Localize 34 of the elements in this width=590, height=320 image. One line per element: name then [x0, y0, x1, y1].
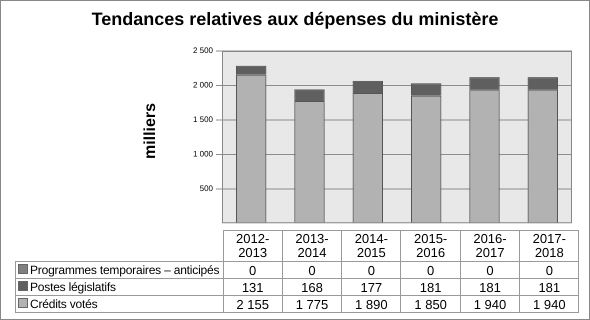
data-label: 1 940	[460, 296, 520, 312]
data-label: 0	[400, 262, 460, 278]
data-label: 1 890	[342, 296, 401, 312]
x-tick-label: 2016-2017	[472, 231, 508, 260]
y-tick-label: 500	[200, 184, 214, 193]
legend-label: Programmes temporaires – anticipés	[30, 263, 220, 277]
y-tick-label: 2 000	[192, 80, 214, 90]
x-tick-label: 2014-2015	[354, 231, 389, 260]
chart-title: Tendances relatives aux dépenses du ministère	[90, 9, 500, 30]
data-label: 0	[520, 262, 579, 278]
data-label: 1 940	[520, 296, 579, 312]
y-tick-label: 1 500	[192, 115, 214, 124]
y-tick-label: 1 000	[192, 150, 214, 159]
legend-label: Crédits votés	[30, 297, 98, 311]
data-label: 181	[460, 278, 520, 296]
data-label: 0	[223, 262, 282, 278]
data-label: 0	[342, 262, 401, 278]
x-tick-label: 2017-2018	[532, 231, 567, 260]
data-label: 0	[460, 262, 520, 278]
data-label: 181	[400, 278, 460, 296]
legend-label: Postes législatifs	[30, 280, 116, 294]
data-label: 0	[282, 262, 342, 278]
data-label: 2 155	[223, 296, 282, 312]
y-axis-title: milliers	[142, 102, 160, 160]
x-tick-label: 2013-2014	[294, 231, 330, 260]
y-tick-label: 2 500	[192, 46, 214, 56]
data-label: 181	[520, 278, 579, 296]
x-tick-label: 2015-2016	[413, 231, 448, 260]
data-label: 131	[223, 278, 282, 296]
x-tick-label: 2012-2013	[235, 231, 270, 260]
data-label: 1 850	[400, 296, 460, 312]
data-label: 1 775	[282, 296, 342, 312]
data-label: 177	[342, 278, 401, 296]
data-label: 168	[282, 278, 342, 296]
